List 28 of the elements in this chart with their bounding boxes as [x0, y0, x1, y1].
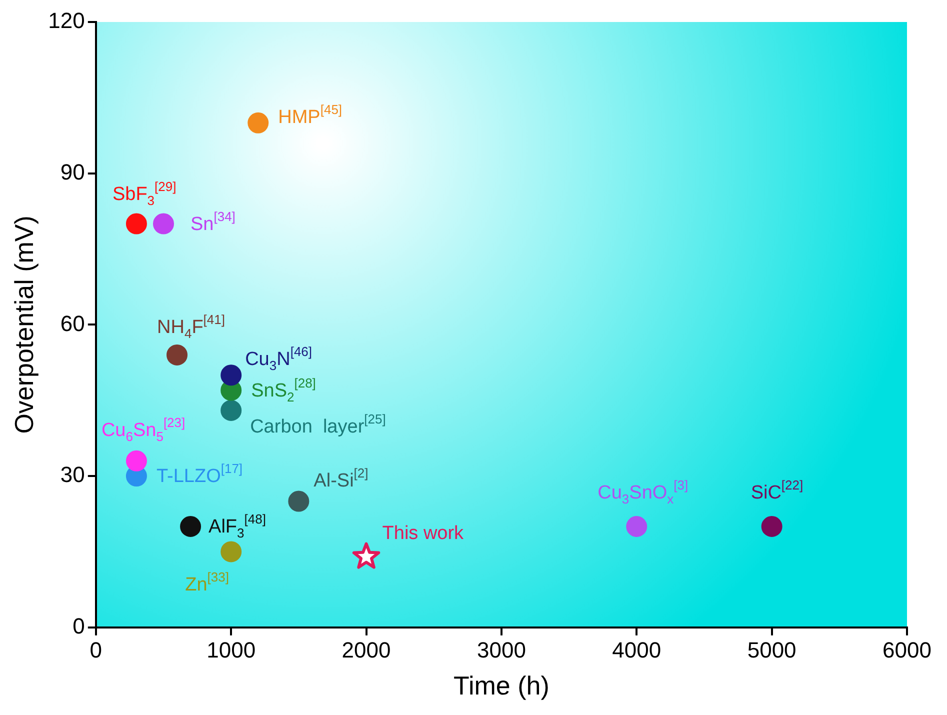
y-tick-label: 120 — [48, 8, 85, 34]
point — [352, 542, 380, 569]
point — [220, 364, 242, 386]
y-axis-title: Overpotential (mV) — [8, 216, 39, 434]
y-tick-label: 60 — [60, 310, 85, 336]
x-tick-label: 3000 — [476, 638, 526, 663]
x-tick-label: 6000 — [882, 638, 932, 663]
series-label: This work — [382, 522, 464, 544]
x-tick-label: 0 — [90, 638, 102, 663]
point — [288, 490, 310, 512]
point — [248, 112, 269, 134]
point — [626, 516, 648, 537]
x-tick-label: 1000 — [206, 638, 256, 663]
y-tick-label: 0 — [72, 613, 85, 638]
x-axis-title: Time (h) — [454, 670, 550, 701]
x-tick-label: 4000 — [612, 638, 662, 663]
point — [220, 400, 242, 421]
x-tick-label: 5000 — [747, 638, 796, 663]
point — [152, 213, 174, 234]
point — [166, 344, 188, 366]
y-tick-label: 90 — [60, 159, 85, 184]
point — [126, 213, 147, 234]
point — [761, 516, 782, 537]
point — [220, 541, 242, 562]
x-tick-label: 2000 — [342, 638, 391, 663]
y-tick-label: 30 — [60, 462, 85, 488]
point — [126, 450, 147, 472]
point — [180, 516, 202, 537]
